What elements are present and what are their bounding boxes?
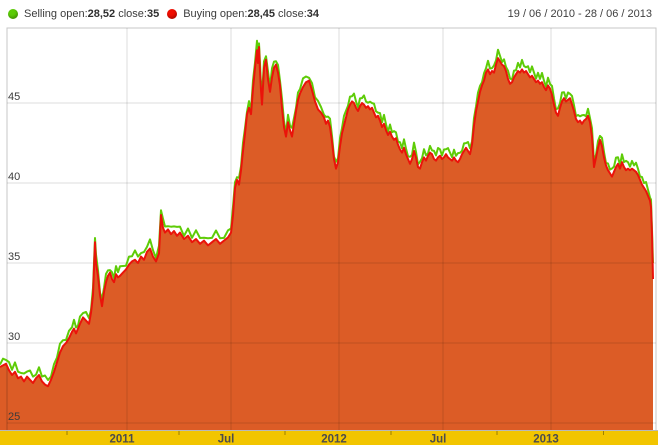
- selling-open-label: open:: [60, 8, 88, 20]
- x-axis-band: [0, 430, 658, 445]
- svg-text:35: 35: [8, 251, 20, 263]
- date-range-label: 19 / 06 / 2010 - 28 / 06 / 2013: [507, 8, 652, 20]
- selling-close-label: close:: [118, 8, 147, 20]
- buying-open-label: open:: [219, 8, 248, 20]
- y-axis-labels: 45 40 35 30 25: [8, 91, 20, 423]
- svg-text:30: 30: [8, 331, 20, 343]
- gridlines: [6, 27, 657, 432]
- buying-area-series: [0, 47, 653, 431]
- buying-label: Buying: [183, 8, 217, 20]
- buying-open-value: 28,45: [247, 8, 275, 20]
- svg-text:25: 25: [8, 411, 20, 423]
- svg-text:2011: 2011: [110, 434, 136, 445]
- legend-item-selling: Selling open: 28,52 close: 35: [8, 8, 159, 20]
- buying-line-series: [0, 46, 654, 388]
- svg-text:45: 45: [8, 91, 20, 103]
- buying-close-value: 34: [306, 8, 320, 20]
- x-axis-labels: 2011 Jul 2012 Jul 2013: [110, 434, 559, 445]
- svg-text:40: 40: [8, 171, 20, 183]
- selling-open-value: 28,52: [87, 8, 116, 20]
- legend-item-buying: Buying open: 28,45 close: 34: [167, 8, 319, 20]
- svg-text:Jul: Jul: [430, 434, 447, 445]
- buying-marker-icon: [167, 9, 178, 19]
- svg-text:2013: 2013: [533, 434, 559, 445]
- chart-legend: Selling open: 28,52 close: 35 Buying open:…: [0, 0, 658, 28]
- svg-text:Jul: Jul: [218, 434, 235, 445]
- selling-line-series: [0, 39, 654, 381]
- buying-close-label: close:: [278, 8, 307, 20]
- svg-text:2012: 2012: [321, 434, 347, 445]
- selling-marker-icon: [8, 9, 18, 19]
- selling-label: Selling: [24, 8, 58, 20]
- selling-close-value: 35: [146, 8, 160, 20]
